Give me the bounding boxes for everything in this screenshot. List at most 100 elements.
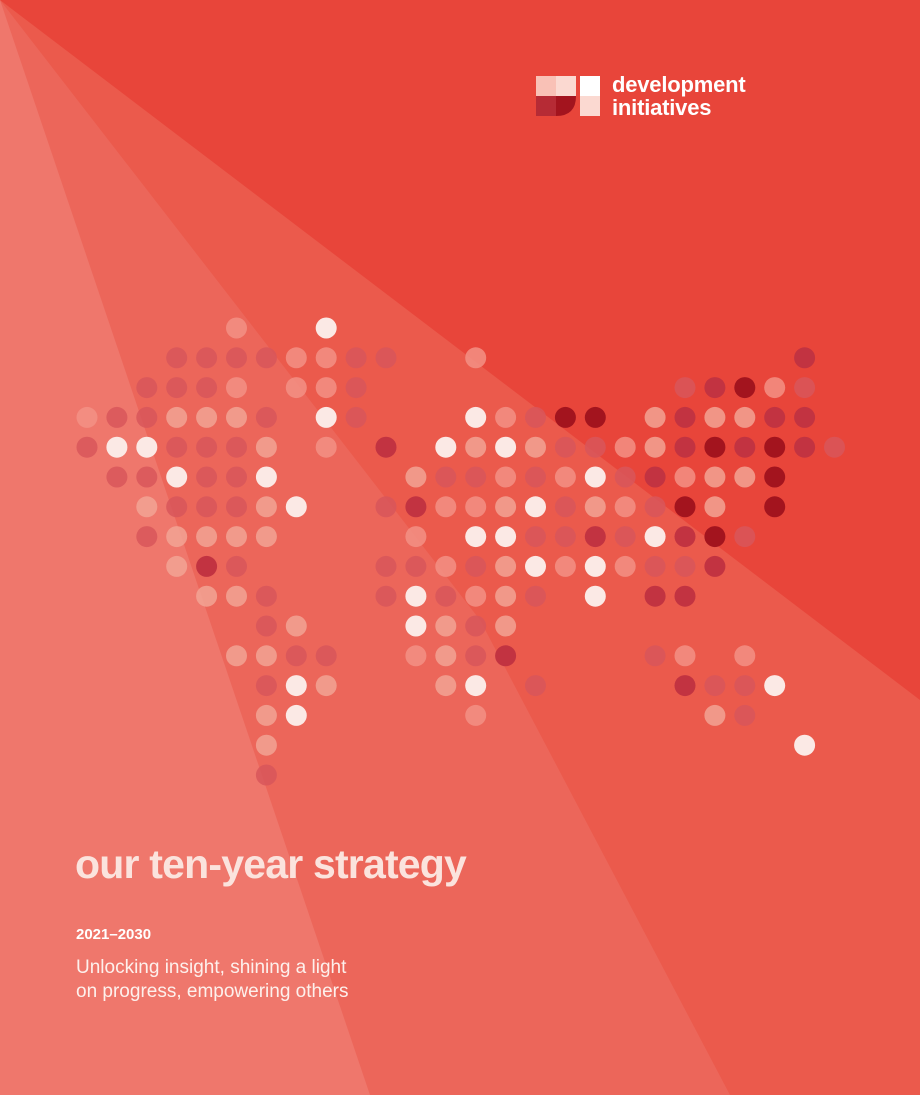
map-dot	[285, 615, 307, 637]
map-dot	[465, 585, 487, 607]
tagline-line-1: Unlocking insight, shining a light	[76, 957, 347, 978]
map-dot	[405, 466, 427, 488]
map-dot	[435, 645, 457, 667]
map-dot	[226, 377, 247, 399]
map-dot	[674, 526, 696, 548]
map-dot	[704, 496, 726, 518]
map-dot	[644, 645, 666, 667]
map-dot	[405, 526, 427, 548]
map-dot	[375, 436, 397, 458]
map-dot	[255, 347, 277, 369]
di-monogram-icon	[536, 76, 600, 116]
map-dot	[255, 406, 277, 428]
map-dot	[285, 496, 307, 518]
map-dot	[255, 585, 277, 607]
map-dot	[226, 555, 247, 577]
map-dot	[465, 526, 487, 548]
map-dot	[226, 347, 247, 369]
map-dot	[525, 406, 546, 428]
map-dot	[435, 436, 457, 458]
map-dot	[375, 555, 397, 577]
map-dot	[704, 704, 726, 726]
map-dot	[465, 496, 487, 518]
map-dot	[525, 555, 546, 577]
map-dot	[166, 466, 188, 488]
map-dot	[136, 496, 158, 518]
map-dot	[226, 645, 247, 667]
map-dot	[76, 436, 98, 458]
map-dot	[255, 615, 277, 637]
map-dot	[166, 526, 188, 548]
map-dot	[315, 317, 337, 339]
map-dot	[704, 526, 726, 548]
map-dot	[554, 406, 576, 428]
map-dot	[405, 615, 427, 637]
map-dot	[136, 526, 158, 548]
map-dot	[674, 675, 696, 697]
map-dot	[226, 406, 247, 428]
map-dot	[644, 406, 666, 428]
map-dot	[196, 347, 218, 369]
map-dot	[495, 526, 517, 548]
map-dot	[495, 406, 517, 428]
map-dot	[644, 526, 666, 548]
map-dot	[584, 466, 606, 488]
map-dot	[255, 466, 277, 488]
development-initiatives-logo: development initiatives	[536, 74, 786, 122]
map-dot	[166, 496, 188, 518]
map-dot	[554, 496, 576, 518]
cover-tagline: Unlocking insight, shining a light on pr…	[76, 956, 496, 1004]
map-dot	[226, 466, 247, 488]
map-dot	[226, 585, 247, 607]
map-dot	[614, 436, 636, 458]
map-dot	[584, 555, 606, 577]
map-dot	[794, 406, 816, 428]
map-dot	[495, 585, 517, 607]
map-dot	[255, 704, 277, 726]
map-dot	[525, 675, 546, 697]
map-dot	[435, 496, 457, 518]
map-dot	[435, 675, 457, 697]
map-dot	[315, 645, 337, 667]
map-dot	[644, 585, 666, 607]
map-dot	[285, 377, 307, 399]
map-dot	[554, 555, 576, 577]
map-dot	[764, 436, 786, 458]
map-dot	[674, 645, 696, 667]
map-dot	[704, 377, 726, 399]
map-dot	[136, 436, 158, 458]
map-dot	[465, 615, 487, 637]
map-dot	[345, 377, 367, 399]
logo-line-development: development	[612, 72, 746, 97]
map-dot	[704, 466, 726, 488]
map-dot	[196, 406, 218, 428]
map-dot	[525, 496, 546, 518]
map-dot	[315, 406, 337, 428]
map-dot	[674, 585, 696, 607]
map-dot	[375, 496, 397, 518]
map-dot	[435, 466, 457, 488]
map-dot	[764, 466, 786, 488]
map-dot	[614, 526, 636, 548]
map-dot	[435, 615, 457, 637]
map-dot	[674, 436, 696, 458]
map-dot	[495, 615, 517, 637]
map-dot	[255, 764, 277, 786]
map-dot	[584, 436, 606, 458]
map-dot	[584, 526, 606, 548]
map-dot	[106, 436, 128, 458]
map-dot	[285, 704, 307, 726]
map-dot	[584, 496, 606, 518]
map-dot	[315, 377, 337, 399]
map-dot	[734, 436, 756, 458]
map-dot	[674, 496, 696, 518]
map-dot	[226, 436, 247, 458]
map-dot	[315, 675, 337, 697]
map-dot	[315, 347, 337, 369]
map-dot	[734, 704, 756, 726]
map-dot	[226, 496, 247, 518]
map-dot	[226, 317, 247, 339]
map-dot	[465, 347, 487, 369]
map-dot	[704, 436, 726, 458]
